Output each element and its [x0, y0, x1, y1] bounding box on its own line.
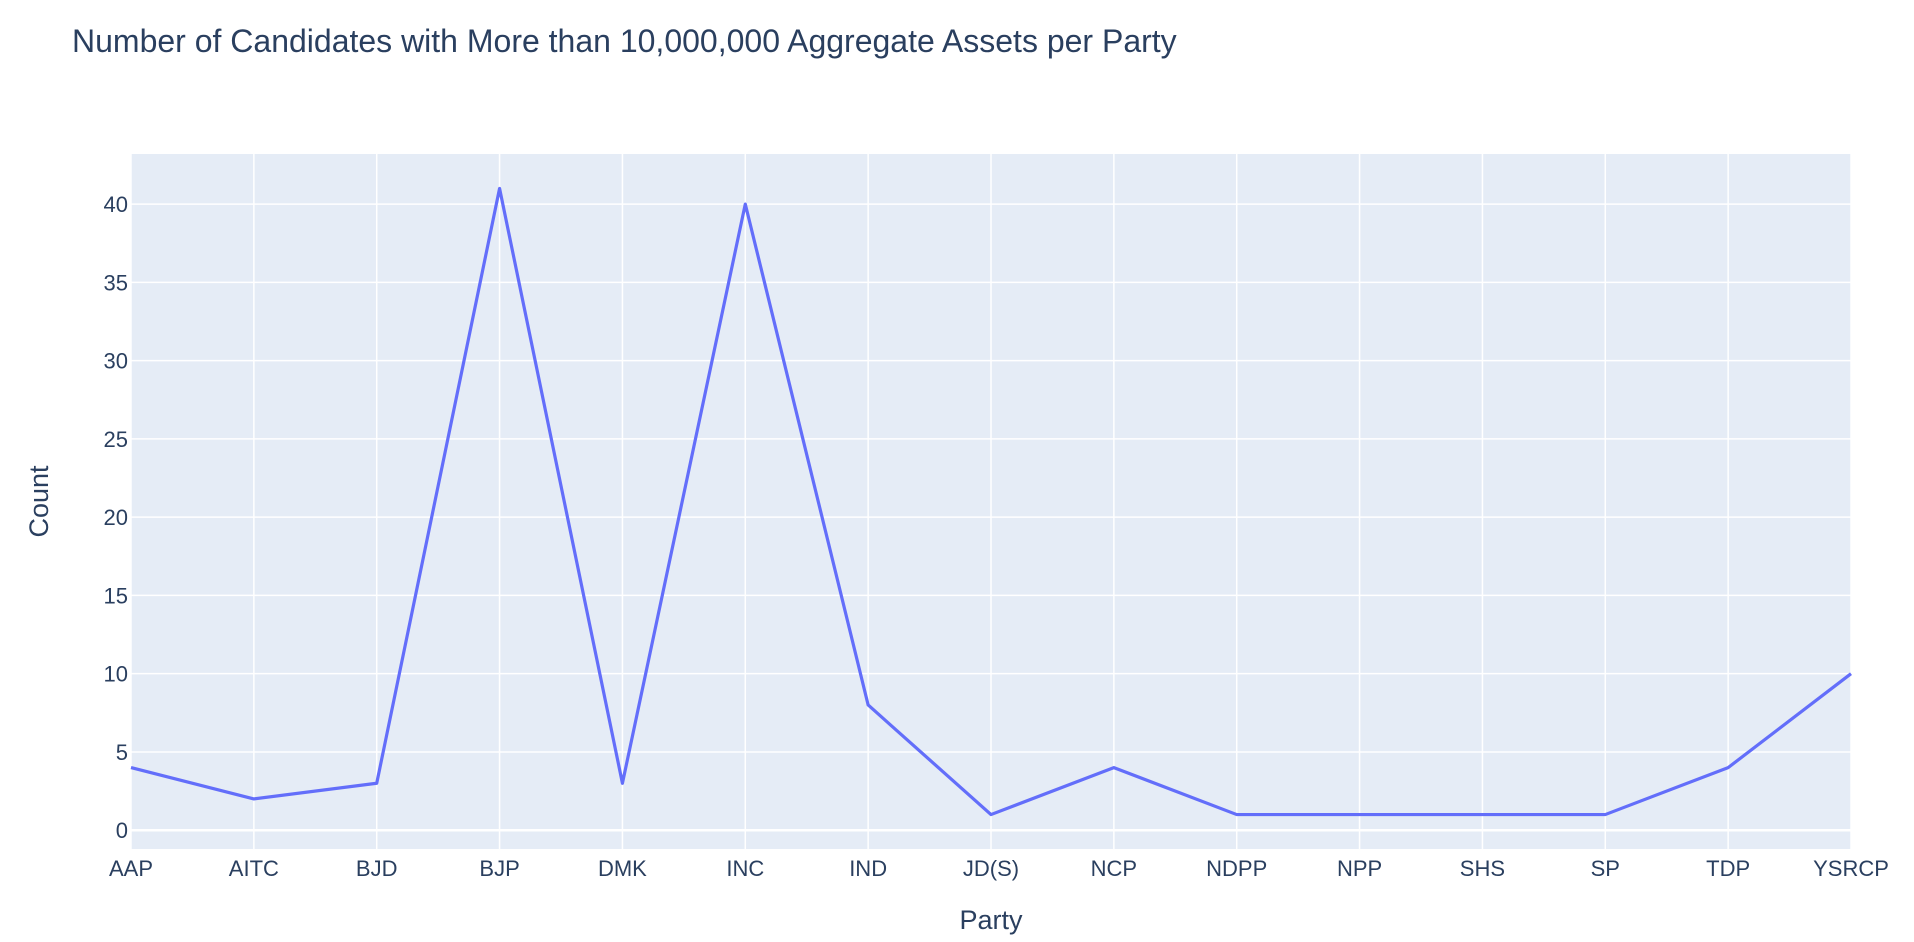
y-tick-label: 20: [104, 505, 128, 530]
series-line: [130, 186, 1852, 817]
chart-title: Number of Candidates with More than 10,0…: [72, 23, 1177, 59]
y-tick-label: 40: [104, 192, 128, 217]
x-tick-label: INC: [726, 856, 764, 881]
x-tick-labels: AAP AITC BJD BJP DMK INC IND JD(S) NCP NDPP NPP SHS…: [109, 856, 1889, 881]
x-tick-label: TDP: [1706, 856, 1750, 881]
y-tick-label: 25: [104, 427, 128, 452]
x-tick-label: BJP: [479, 856, 519, 881]
x-tick-label: NCP: [1091, 856, 1137, 881]
x-tick-label: AITC: [229, 856, 279, 881]
x-tick-label: JD(S): [963, 856, 1019, 881]
y-tick-label: 0: [116, 818, 128, 843]
y-gridlines: [131, 203, 1851, 832]
y-tick-label: 15: [104, 583, 128, 608]
x-axis-title: Party: [959, 905, 1023, 935]
x-tick-label: IND: [849, 856, 887, 881]
y-axis-title: Count: [24, 465, 54, 538]
x-tick-label: BJD: [356, 856, 398, 881]
x-gridlines: [130, 154, 1852, 849]
y-tick-label: 30: [104, 349, 128, 374]
x-tick-label: NDPP: [1206, 856, 1267, 881]
y-tick-label: 10: [104, 662, 128, 687]
x-tick-label: YSRCP: [1813, 856, 1889, 881]
x-tick-label: AAP: [109, 856, 153, 881]
x-tick-label: SP: [1591, 856, 1620, 881]
x-tick-label: SHS: [1460, 856, 1505, 881]
series-group: [130, 186, 1852, 817]
y-tick-label: 35: [104, 270, 128, 295]
x-tick-label: DMK: [598, 856, 647, 881]
x-tick-label: NPP: [1337, 856, 1382, 881]
y-tick-labels: 0 5 10 15 20 25 30 35 40: [104, 192, 128, 843]
y-tick-label: 5: [116, 740, 128, 765]
